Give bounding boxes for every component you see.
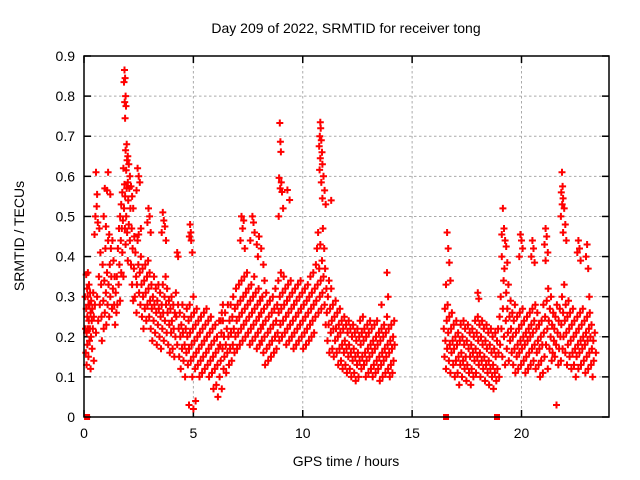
y-tick-label: 0.9	[56, 48, 76, 64]
y-axis-label: SRMTID / TECUs	[11, 181, 27, 291]
y-tick-label: 0.2	[56, 329, 76, 345]
x-tick-label: 5	[189, 425, 197, 441]
y-tick-label: 0.5	[56, 208, 76, 224]
x-axis-label: GPS time / hours	[293, 453, 400, 469]
y-tick-label: 0.6	[56, 168, 76, 184]
data-points	[81, 66, 600, 413]
chart-title: Day 209 of 2022, SRMTID for receiver ton…	[211, 20, 480, 36]
x-tick-label: 0	[80, 425, 88, 441]
plot-border	[83, 55, 610, 418]
x-tick-label: 20	[514, 425, 530, 441]
x-tick-label: 15	[404, 425, 420, 441]
y-tick-label: 0.7	[56, 128, 76, 144]
x-tick-label: 10	[295, 425, 311, 441]
y-tick-label: 0	[67, 409, 75, 425]
y-tick-label: 0.1	[56, 369, 76, 385]
y-tick-label: 0.4	[56, 249, 76, 265]
y-tick-label: 0.8	[56, 88, 76, 104]
y-tick-label: 0.3	[56, 289, 76, 305]
